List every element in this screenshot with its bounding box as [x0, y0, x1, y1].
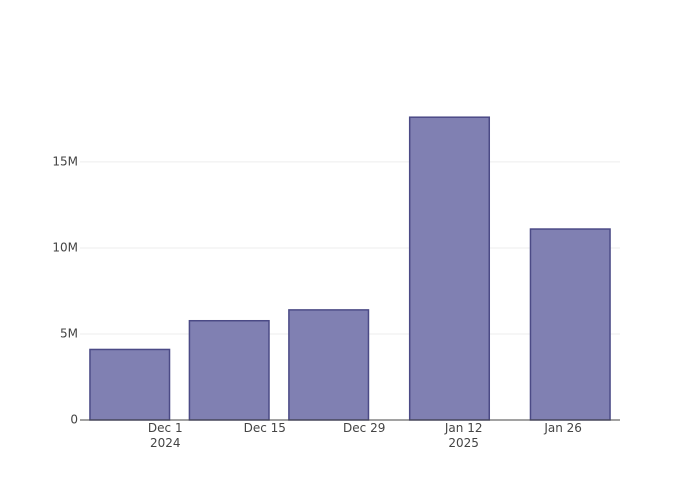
- x-tick-label: Jan 12 2025: [444, 421, 483, 450]
- y-tick-label: 10M: [52, 240, 78, 254]
- bar: [89, 348, 171, 421]
- y-tick-label: 0: [70, 413, 78, 427]
- bar: [408, 116, 491, 421]
- x-tick-label: Dec 29: [343, 421, 386, 435]
- x-tick-label: Dec 15: [243, 421, 286, 435]
- y-tick-label: 5M: [60, 326, 78, 340]
- y-tick-label: 15M: [52, 154, 78, 168]
- bar: [188, 319, 270, 421]
- bar: [288, 309, 370, 421]
- bar: [529, 228, 611, 421]
- x-tick-label: Dec 1 2024: [147, 421, 183, 450]
- x-tick-label: Jan 26: [544, 421, 582, 435]
